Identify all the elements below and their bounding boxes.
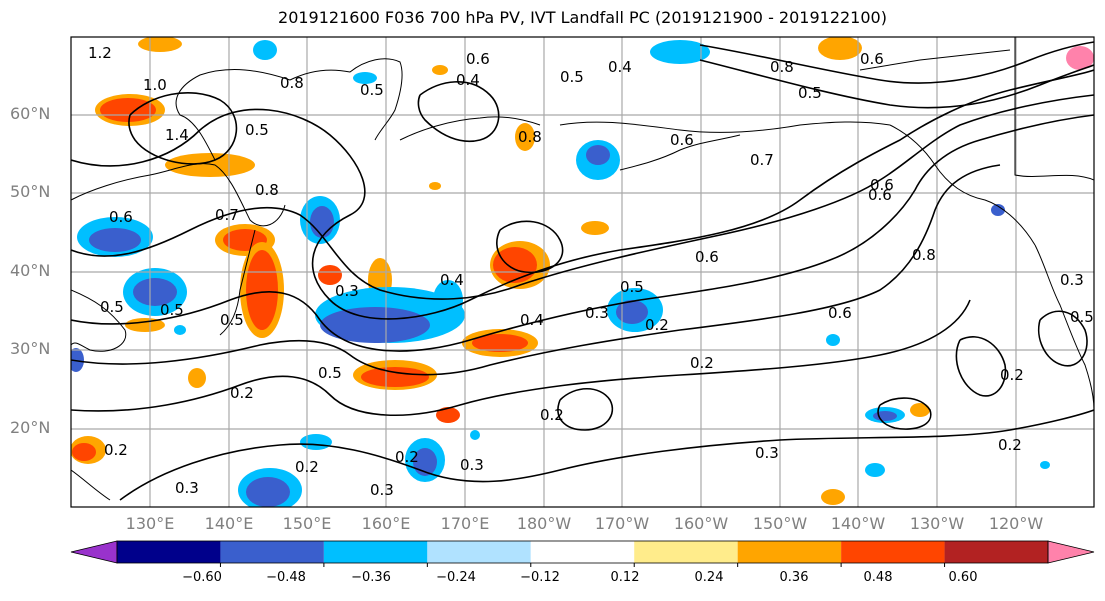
map-frame: [70, 36, 1095, 508]
colorbar-segment: [530, 541, 635, 563]
colorbar-tick-label: 0.24: [694, 570, 724, 585]
contour-label: 0.6: [868, 186, 892, 204]
map-title: 2019121600 F036 700 hPa PV, IVT Landfall…: [278, 8, 887, 27]
contour-label: 0.5: [360, 81, 384, 99]
colorbar-tick-label: 0.48: [863, 570, 893, 585]
contour-label: 1.2: [88, 44, 112, 62]
pv-contours: [71, 41, 1094, 501]
contour-label: 0.2: [998, 436, 1022, 454]
contour-label: 0.5: [1070, 308, 1094, 326]
contour-label: 0.8: [518, 128, 542, 146]
contour-label: 0.3: [1060, 271, 1084, 289]
contour-label: 0.3: [460, 456, 484, 474]
contour-label: 0.7: [215, 206, 239, 224]
colorbar-tick-label: 0.12: [610, 570, 640, 585]
contour-label: 0.4: [520, 311, 544, 329]
lon-label-130e: 130°E: [125, 514, 175, 533]
lat-label-60n: 60°N: [10, 104, 51, 123]
contour-label: 0.2: [645, 316, 669, 334]
contour-label: 0.5: [560, 68, 584, 86]
colorbar-segment: [634, 541, 738, 563]
contour-label: 0.2: [104, 441, 128, 459]
contour-label: 0.5: [318, 364, 342, 382]
contour-labels: 1.2 1.0 1.4 0.8 0.5 0.6 0.4 0.5 0.8 0.5 …: [88, 44, 1094, 499]
colorbar-tick-label: −0.12: [520, 570, 560, 585]
lon-label-170w: 170°W: [594, 514, 650, 533]
contour-label: 0.2: [230, 384, 254, 402]
lon-label-160e: 160°E: [361, 514, 411, 533]
contour-label: 0.8: [255, 181, 279, 199]
contour-label: 0.2: [395, 448, 419, 466]
colorbar-tick-label: −0.60: [182, 570, 222, 585]
contour-label: 0.5: [220, 311, 244, 329]
colorbar-segment: [944, 541, 1048, 563]
lon-label-150e: 150°E: [282, 514, 332, 533]
contour-label: 0.6: [670, 131, 694, 149]
lon-label-170e: 170°E: [440, 514, 490, 533]
contour-label: 0.5: [245, 121, 269, 139]
contour-label: 1.4: [165, 126, 189, 144]
contour-label: 0.3: [335, 282, 359, 300]
colorbar-tick-label: 0.60: [948, 570, 978, 585]
lon-label-140e: 140°E: [204, 514, 254, 533]
contour-label: 0.5: [160, 301, 184, 319]
colorbar-segment: [737, 541, 842, 563]
contour-label: 0.6: [109, 208, 133, 226]
colorbar-tick-label: 0.36: [779, 570, 809, 585]
contour-label: 0.3: [370, 481, 394, 499]
contour-label: 0.4: [440, 271, 464, 289]
contour-label: 0.3: [175, 479, 199, 497]
colorbar-segment: [220, 541, 324, 563]
contour-label: 0.4: [608, 58, 632, 76]
contour-label: 0.8: [770, 58, 794, 76]
contour-label: 0.3: [755, 444, 779, 462]
colorbar-segment: [117, 541, 221, 563]
contour-label: 0.8: [280, 74, 304, 92]
lat-label-40n: 40°N: [10, 261, 51, 280]
colorbar-extend-high: [1047, 540, 1095, 564]
lon-label-120w: 120°W: [988, 514, 1044, 533]
contour-label: 0.8: [912, 246, 936, 264]
lon-label-160w: 160°W: [673, 514, 729, 533]
colorbar-tick-label: −0.36: [351, 570, 391, 585]
contour-label: 0.6: [860, 50, 884, 68]
colorbar-segment: [323, 541, 428, 563]
contour-label: 0.5: [620, 278, 644, 296]
contour-label: 0.2: [1000, 366, 1024, 384]
colorbar-segment: [841, 541, 945, 563]
lat-label-50n: 50°N: [10, 182, 51, 201]
colorbar-outline: [116, 540, 1049, 564]
contour-label: 0.3: [585, 304, 609, 322]
contour-label: 0.7: [750, 151, 774, 169]
lon-label-130w: 130°W: [909, 514, 965, 533]
colorbar-segments: [70, 540, 1095, 567]
contour-label: 0.6: [828, 304, 852, 322]
contour-label: 1.0: [143, 76, 167, 94]
contour-label: 0.2: [540, 406, 564, 424]
colorbar-tick-label: −0.24: [436, 570, 476, 585]
lat-label-20n: 20°N: [10, 418, 51, 437]
lon-label-150w: 150°W: [752, 514, 808, 533]
colorbar-extend-low: [70, 540, 118, 564]
contour-label: 0.6: [870, 176, 894, 194]
contour-label: 0.4: [456, 71, 480, 89]
lat-label-30n: 30°N: [10, 339, 51, 358]
contour-label: 0.2: [295, 458, 319, 476]
contour-label: 0.5: [100, 298, 124, 316]
colorbar-tick-label: −0.48: [266, 570, 306, 585]
contour-label: 0.2: [690, 354, 714, 372]
contour-label: 0.6: [466, 50, 490, 68]
coastlines: [71, 37, 1094, 501]
lon-label-180w: 180°W: [516, 514, 572, 533]
lon-label-140w: 140°W: [830, 514, 886, 533]
colorbar-segment: [427, 541, 531, 563]
contour-label: 0.6: [695, 248, 719, 266]
contour-label: 0.5: [798, 84, 822, 102]
